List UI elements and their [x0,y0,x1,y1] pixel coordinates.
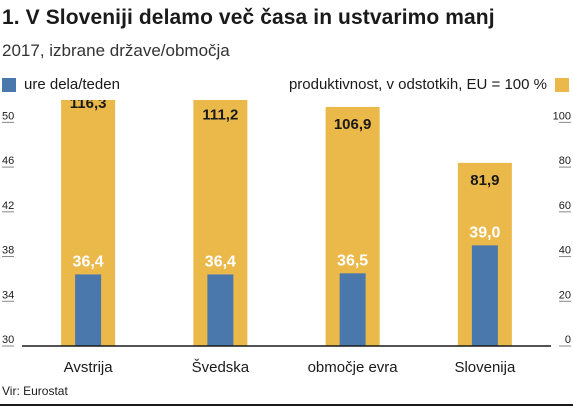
bar-chart: 30 34 38 42 46 50 0 20 40 60 80 100 116,3 36,4 Avstrij… [2,100,571,376]
productivity-value-label: 106,9 [334,116,372,133]
bottom-rule [0,404,573,406]
hours-value-label: 39,0 [469,224,500,241]
legend-label-productivity: produktivnost, v odstotkih, EU = 100 % [288,76,547,93]
right-axis-tick-label: 80 [559,155,571,167]
category-label: območje evra [308,359,399,376]
hours-value-label: 36,4 [73,253,104,270]
hours-value-label: 36,5 [337,252,368,269]
hours-bar [339,273,366,346]
hours-bar [471,245,498,346]
category-label: Avstrija [64,359,114,376]
left-axis-tick-label: 42 [2,200,14,212]
right-axis-tick-label: 0 [565,334,571,346]
left-axis-tick-label: 38 [2,245,14,257]
chart-title: 1. V Sloveniji delamo več časa in ustvar… [2,6,495,29]
right-axis-tick-label: 100 [553,110,571,122]
legend-productivity: produktivnost, v odstotkih, EU = 100 % [289,76,569,93]
left-axis-tick-label: 46 [2,155,14,167]
left-axis-tick-label: 30 [2,334,14,346]
category-label: Švedska [192,359,250,376]
productivity-value-label: 111,2 [202,106,238,123]
legend-hours: ure dela/teden [2,76,120,93]
productivity-value-label: 81,9 [470,172,499,189]
right-axis-tick-label: 20 [559,289,571,301]
left-axis-tick-label: 34 [2,289,14,301]
right-axis-tick-label: 60 [559,200,571,212]
left-axis-tick-label: 50 [2,110,14,122]
hours-bar [207,274,234,346]
legend-label-hours: ure dela/teden [24,76,120,93]
right-axis-tick-label: 40 [559,245,571,257]
category-label: Slovenija [454,359,516,376]
productivity-value-label: 116,3 [70,100,107,112]
hours-value-label: 36,4 [205,253,236,270]
chart-subtitle: 2017, izbrane države/območja [2,41,230,60]
hours-bar [75,274,102,346]
legend-swatch-productivity [555,77,569,92]
source-note: Vir: Eurostat [2,384,68,398]
legend-swatch-hours [2,77,16,92]
